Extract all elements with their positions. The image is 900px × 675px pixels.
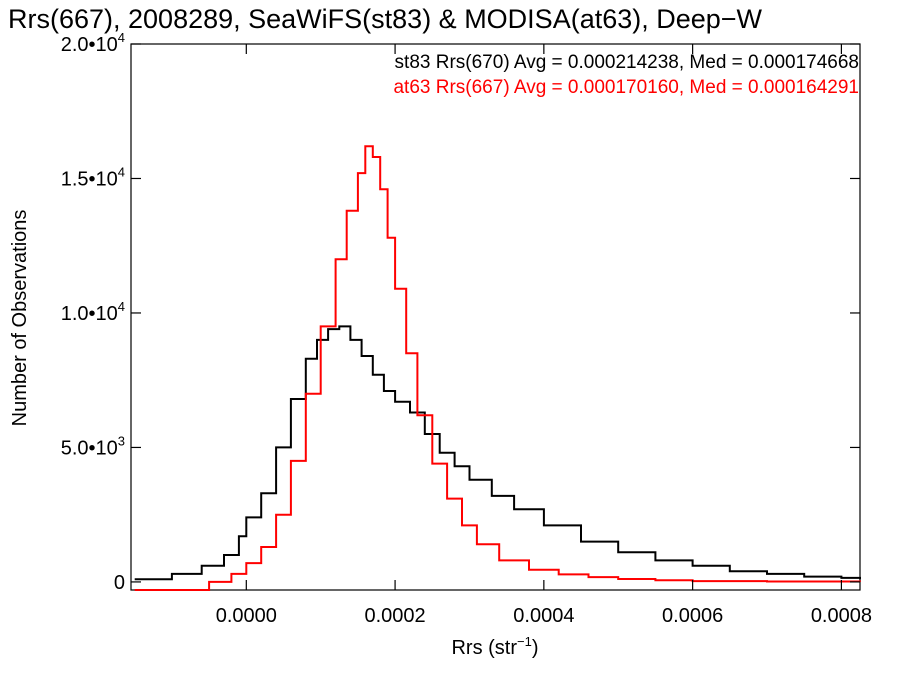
y-tick-label-mantissa: 1.5•10 [61, 168, 118, 190]
y-tick-label-exponent: 4 [118, 299, 125, 314]
y-tick-label-exponent: 4 [118, 30, 125, 45]
y-tick-label-mantissa: 5.0•10 [61, 437, 118, 459]
legend-annotations: st83 Rrs(670) Avg = 0.000214238, Med = 0… [393, 52, 859, 98]
x-axis-label: Rrs (str−1) [451, 634, 538, 659]
y-tick-label-mantissa: 1.0•10 [61, 303, 118, 325]
x-tick-label: 0.0008 [811, 605, 872, 627]
x-tick-label: 0.0002 [364, 605, 425, 627]
y-tick-label: 1.0•104 [61, 299, 125, 325]
series-line-at63 [134, 145, 861, 591]
series-line-st83 [134, 325, 861, 581]
series-layer [134, 145, 861, 591]
x-axis-ticks: 0.0000 0.0002 0.0004 0.0006 0.0008 [216, 44, 872, 627]
annotation-2: at63 Rrs(667) Avg = 0.000170160, Med = 0… [393, 77, 859, 98]
plot-area-frame [130, 43, 861, 591]
x-tick-label: 0.0004 [513, 605, 574, 627]
y-tick-label: 0 [114, 572, 125, 594]
y-tick-label-mantissa: 0 [114, 572, 125, 594]
y-tick-label-exponent: 3 [118, 433, 125, 448]
x-axis-label-superscript: −1 [517, 634, 532, 649]
x-axis-label-main: Rrs (str [451, 637, 517, 659]
x-tick-label: 0.0006 [662, 605, 723, 627]
y-tick-label-mantissa: 2.0•10 [61, 34, 118, 56]
y-tick-label: 5.0•103 [61, 433, 125, 459]
y-tick-label: 2.0•104 [61, 30, 125, 56]
y-axis-label: Number of Observations [9, 210, 31, 427]
annotation-1: st83 Rrs(670) Avg = 0.000214238, Med = 0… [395, 52, 859, 73]
chart-title: Rrs(667), 2008289, SeaWiFS(st83) & MODIS… [8, 4, 763, 34]
x-axis-label-close: ) [532, 637, 539, 659]
y-tick-label: 1.5•104 [61, 164, 125, 190]
y-tick-label-exponent: 4 [118, 164, 125, 179]
x-tick-label: 0.0000 [216, 605, 277, 627]
